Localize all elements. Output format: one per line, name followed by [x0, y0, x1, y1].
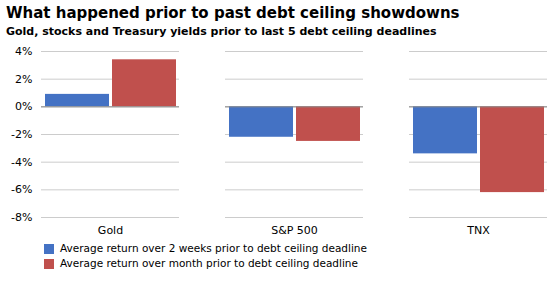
svg-text:-2%: -2% — [11, 128, 32, 141]
svg-text:0%: 0% — [15, 100, 32, 113]
svg-text:4%: 4% — [15, 45, 32, 58]
html-text:Average return over month prio: Average return over month prior to debt … — [60, 257, 358, 269]
html-text:What happened prior to past de: What happened prior to past debt ceiling… — [6, 4, 460, 22]
svg-text:Gold: Gold — [98, 224, 123, 237]
svg-text:-8%: -8% — [11, 211, 32, 224]
svg-text:S&P 500: S&P 500 — [271, 224, 318, 237]
svg-text:-4%: -4% — [11, 156, 32, 169]
html-text:Average return over 2 weeks pr: Average return over 2 weeks prior to deb… — [60, 242, 367, 254]
svg-text:-6%: -6% — [11, 183, 32, 196]
svg-text:2%: 2% — [15, 73, 32, 86]
html-text:Gold, stocks and Treasury yiel: Gold, stocks and Treasury yields prior t… — [6, 25, 437, 38]
svg-text:TNX: TNX — [466, 224, 490, 237]
